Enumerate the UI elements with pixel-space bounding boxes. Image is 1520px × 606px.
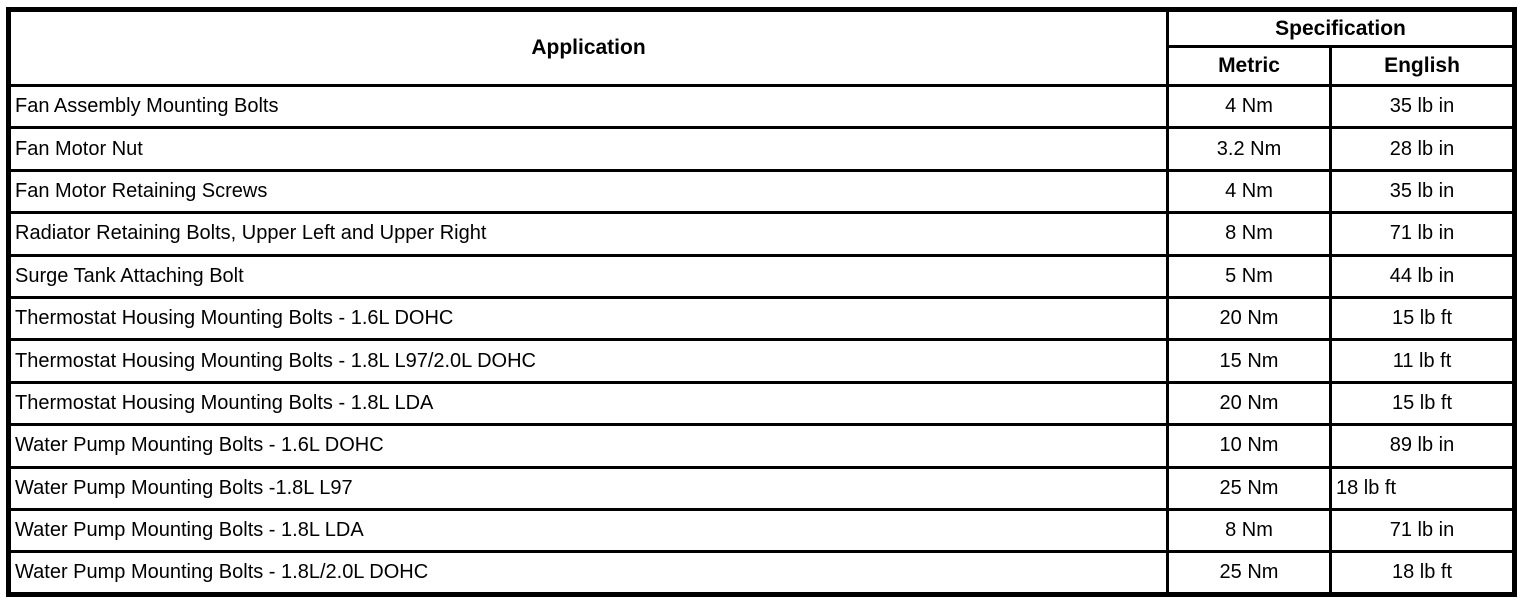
application-cell: Surge Tank Attaching Bolt bbox=[7, 253, 1169, 300]
table-row: Fan Motor Nut 3.2 Nm 28 lb in bbox=[7, 126, 1517, 172]
english-value-cell: 71 lb in bbox=[1328, 211, 1517, 257]
column-header-english: English bbox=[1328, 45, 1517, 87]
english-value-cell: 28 lb in bbox=[1328, 126, 1517, 172]
table-body: Fan Assembly Mounting Bolts 4 Nm 35 lb i… bbox=[7, 83, 1517, 596]
metric-value-cell: 10 Nm bbox=[1166, 423, 1332, 469]
application-cell: Fan Motor Retaining Screws bbox=[7, 168, 1169, 215]
fastener-spec-table: Application Specification Metric English… bbox=[6, 7, 1518, 597]
metric-value-cell: 25 Nm bbox=[1166, 550, 1332, 596]
metric-value-cell: 3.2 Nm bbox=[1166, 126, 1332, 172]
table-row: Radiator Retaining Bolts, Upper Left and… bbox=[7, 211, 1517, 257]
application-cell: Fan Motor Nut bbox=[7, 126, 1169, 172]
column-header-metric: Metric bbox=[1166, 45, 1332, 87]
table-row: Fan Assembly Mounting Bolts 4 Nm 35 lb i… bbox=[7, 83, 1517, 130]
application-cell: Water Pump Mounting Bolts - 1.8L/2.0L DO… bbox=[7, 550, 1169, 596]
english-value-cell: 15 lb ft bbox=[1328, 296, 1517, 342]
table-row: Thermostat Housing Mounting Bolts - 1.6L… bbox=[7, 296, 1517, 342]
column-header-specification: Specification bbox=[1165, 8, 1517, 48]
english-value-cell: 44 lb in bbox=[1328, 253, 1517, 300]
english-value-cell: 11 lb ft bbox=[1328, 338, 1517, 384]
application-cell: Thermostat Housing Mounting Bolts - 1.8L… bbox=[7, 380, 1169, 427]
table-row: Thermostat Housing Mounting Bolts - 1.8L… bbox=[7, 338, 1517, 384]
metric-value-cell: 8 Nm bbox=[1166, 508, 1332, 554]
metric-value-cell: 20 Nm bbox=[1166, 296, 1332, 342]
application-cell: Water Pump Mounting Bolts - 1.8L LDA bbox=[7, 508, 1169, 554]
metric-value-cell: 15 Nm bbox=[1166, 338, 1332, 384]
metric-value-cell: 20 Nm bbox=[1166, 380, 1332, 427]
metric-value-cell: 25 Nm bbox=[1166, 465, 1332, 512]
english-value-cell: 35 lb in bbox=[1328, 168, 1517, 215]
table-row: Fan Motor Retaining Screws 4 Nm 35 lb in bbox=[7, 168, 1517, 215]
application-cell: Thermostat Housing Mounting Bolts - 1.6L… bbox=[7, 296, 1169, 342]
table-row: Water Pump Mounting Bolts - 1.6L DOHC 10… bbox=[7, 423, 1517, 469]
application-cell: Radiator Retaining Bolts, Upper Left and… bbox=[7, 211, 1169, 257]
metric-value-cell: 5 Nm bbox=[1166, 253, 1332, 300]
english-value-cell: 71 lb in bbox=[1328, 508, 1517, 554]
application-cell: Water Pump Mounting Bolts -1.8L L97 bbox=[7, 465, 1169, 512]
metric-value-cell: 4 Nm bbox=[1166, 83, 1332, 130]
application-cell: Water Pump Mounting Bolts - 1.6L DOHC bbox=[7, 423, 1169, 469]
table-row: Water Pump Mounting Bolts - 1.8L LDA 8 N… bbox=[7, 508, 1517, 554]
header-row-sub: Metric English bbox=[9, 45, 1517, 87]
table-row: Water Pump Mounting Bolts -1.8L L97 25 N… bbox=[7, 465, 1517, 512]
application-cell: Fan Assembly Mounting Bolts bbox=[7, 83, 1169, 130]
application-cell: Thermostat Housing Mounting Bolts - 1.8L… bbox=[7, 338, 1169, 384]
column-header-application: Application bbox=[7, 8, 1169, 87]
table-row: Water Pump Mounting Bolts - 1.8L/2.0L DO… bbox=[7, 550, 1517, 596]
table-header: Application Specification Metric English bbox=[7, 8, 1517, 87]
metric-value-cell: 4 Nm bbox=[1166, 168, 1332, 215]
english-value-cell: 15 lb ft bbox=[1328, 380, 1517, 427]
metric-value-cell: 8 Nm bbox=[1166, 211, 1332, 257]
english-value-cell: 18 lb ft bbox=[1328, 465, 1517, 512]
english-value-cell: 35 lb in bbox=[1328, 83, 1517, 130]
english-value-cell: 89 lb in bbox=[1328, 423, 1517, 469]
header-row-top: Application Specification bbox=[7, 8, 1517, 87]
table-row: Thermostat Housing Mounting Bolts - 1.8L… bbox=[7, 380, 1517, 427]
english-value-cell: 18 lb ft bbox=[1328, 550, 1517, 596]
table-row: Surge Tank Attaching Bolt 5 Nm 44 lb in bbox=[7, 253, 1517, 300]
